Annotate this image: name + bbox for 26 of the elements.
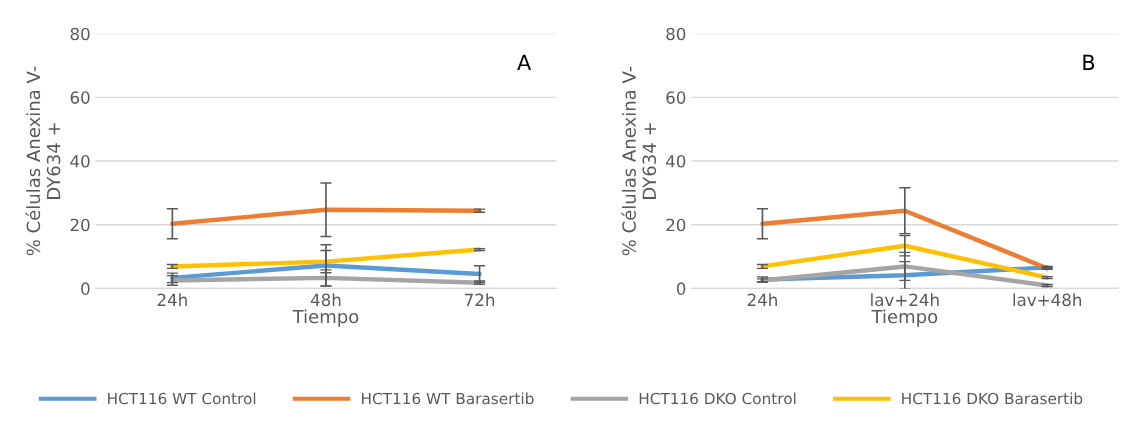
x-tick-label: lav+48h xyxy=(1013,293,1081,307)
y-tick-label: 0 xyxy=(81,282,90,295)
x-tick-label: 24h xyxy=(157,293,187,306)
y-tick-label: 20 xyxy=(70,218,90,232)
y-axis-title: % Células Anexina V- DY634 + xyxy=(621,66,657,256)
x-tick-label: 72h xyxy=(465,293,495,306)
y-tick-label: 60 xyxy=(70,91,90,104)
legend-label: HCT116 WT Control xyxy=(108,392,256,405)
y-tick-label: 0 xyxy=(676,282,686,295)
y-tick-label: 80 xyxy=(666,27,686,41)
x-tick-label: 24h xyxy=(747,293,777,306)
y-tick-label: 80 xyxy=(70,27,90,41)
x-tick-label: 48h xyxy=(310,293,341,307)
y-tick-label: 60 xyxy=(666,91,686,104)
legend-label: HCT116 DKO Barasertib xyxy=(902,392,1083,405)
annotation: A xyxy=(517,54,532,70)
legend-label: HCT116 DKO Control xyxy=(639,392,796,405)
y-tick-label: 20 xyxy=(666,218,686,232)
annotation: B xyxy=(1083,54,1095,70)
y-tick-label: 40 xyxy=(666,154,686,168)
y-tick-label: 40 xyxy=(70,154,90,168)
y-axis-title: % Células Anexina V- DY634 + xyxy=(25,66,61,256)
x-axis-title: Tiempo xyxy=(292,309,359,327)
x-axis-title: Tiempo xyxy=(871,309,938,327)
x-tick-label: lav+24h xyxy=(871,293,939,307)
legend-label: HCT116 WT Barasertib xyxy=(362,392,534,405)
